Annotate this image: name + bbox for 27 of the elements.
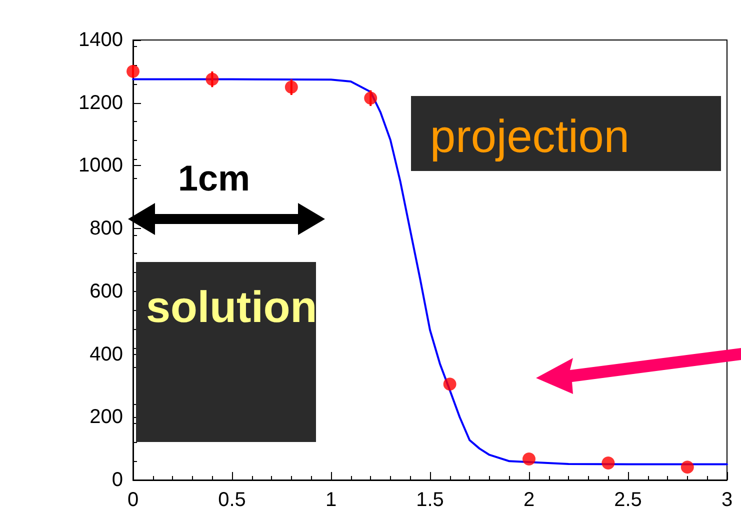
x-tick-label: 0.5 — [218, 489, 246, 511]
x-tick-label: 0 — [127, 489, 139, 511]
annotation: projection — [430, 110, 630, 162]
point — [364, 92, 378, 105]
y-tick-label: 1200 — [78, 92, 123, 114]
x-tick-label: 3 — [721, 489, 733, 511]
line-series — [132, 78, 728, 466]
x-tick-label: 2 — [523, 489, 535, 511]
point — [522, 452, 536, 466]
y-tick-label: 800 — [90, 218, 123, 240]
annotation: 1cm — [178, 158, 250, 198]
y-tick-label: 600 — [90, 280, 123, 302]
point — [602, 456, 615, 470]
point — [284, 80, 298, 94]
point — [206, 72, 219, 86]
y-tick-label: 400 — [90, 343, 123, 366]
point — [443, 378, 456, 391]
x-tick-label: 2.5 — [614, 489, 642, 511]
y-tick-label: 1000 — [78, 154, 123, 177]
annotation: solution — [146, 283, 318, 332]
y-tick-label: 1400 — [78, 29, 123, 51]
x-tick-label: 1 — [325, 489, 337, 511]
point — [126, 64, 140, 78]
y-tick-label: 200 — [90, 406, 123, 428]
x-tick-label: 1.5 — [416, 489, 444, 511]
point — [680, 460, 694, 474]
y-tick-label: 0 — [112, 469, 123, 491]
